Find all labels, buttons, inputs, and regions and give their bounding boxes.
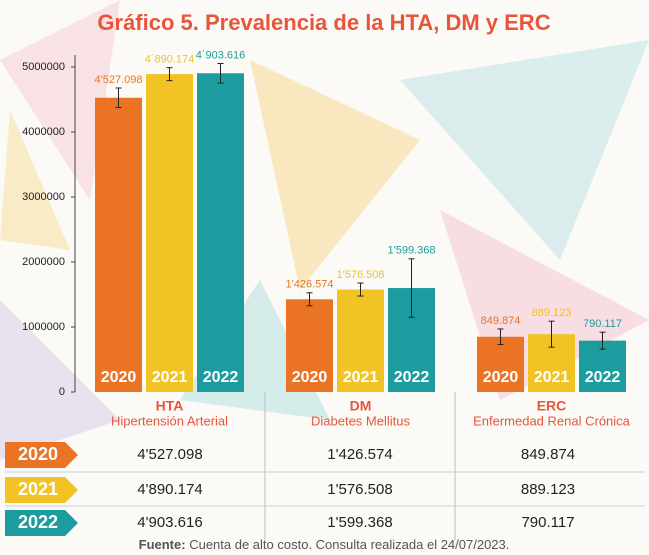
triangle bbox=[0, 300, 120, 460]
source: Fuente: Cuenta de alto costo. Consulta r… bbox=[139, 537, 510, 552]
y-tick-label: 5000000 bbox=[22, 61, 65, 73]
bar-year: 2022 bbox=[585, 369, 621, 386]
bar-year: 2020 bbox=[101, 369, 137, 386]
source-text: Cuenta de alto costo. Consulta realizada… bbox=[189, 537, 509, 552]
y-tick-label: 3000000 bbox=[22, 191, 65, 203]
value-label: 790.117 bbox=[583, 318, 622, 330]
value-label: 1'599.368 bbox=[388, 245, 436, 257]
bar bbox=[477, 336, 524, 392]
bar-year: 2021 bbox=[343, 369, 379, 386]
triangle bbox=[400, 40, 649, 260]
bar bbox=[146, 74, 193, 393]
category-label: HTA bbox=[156, 398, 184, 414]
year-tag bbox=[5, 442, 78, 468]
bar-year: 2021 bbox=[534, 369, 570, 386]
table-cell: 4'903.616 bbox=[137, 514, 202, 531]
table-cell: 4'527.098 bbox=[137, 446, 202, 463]
year-tag-label: 2021 bbox=[18, 479, 58, 499]
category-subtitle: Diabetes Mellitus bbox=[311, 413, 410, 428]
value-label: 849.874 bbox=[481, 315, 521, 327]
year-tag-label: 2020 bbox=[18, 444, 58, 464]
table-cell: 1'426.574 bbox=[327, 446, 392, 463]
table-cell: 790.117 bbox=[521, 514, 574, 531]
chart-title: Gráfico 5. Prevalencia de la HTA, DM y E… bbox=[97, 10, 550, 35]
y-tick-label: 1000000 bbox=[22, 321, 65, 333]
bar-year: 2020 bbox=[292, 369, 328, 386]
table-cell: 4'890.174 bbox=[137, 481, 202, 498]
bar bbox=[286, 299, 333, 392]
bar-year: 2020 bbox=[483, 369, 519, 386]
category-label: ERC bbox=[537, 398, 567, 414]
value-label: 889.123 bbox=[532, 307, 572, 319]
value-label: 1'426.574 bbox=[286, 279, 334, 291]
bar bbox=[95, 97, 142, 392]
category-label: DM bbox=[350, 398, 372, 414]
value-label: 1'576.508 bbox=[337, 269, 385, 281]
table-cell: 849.874 bbox=[521, 446, 575, 463]
table-cell: 1'599.368 bbox=[327, 514, 392, 531]
year-tag-label: 2022 bbox=[18, 512, 58, 532]
category-subtitle: Hipertensión Arterial bbox=[111, 413, 228, 428]
year-tag bbox=[5, 477, 78, 503]
year-tag bbox=[5, 510, 78, 536]
bar-year: 2022 bbox=[394, 369, 430, 386]
table-cell: 1'576.508 bbox=[327, 481, 392, 498]
y-tick-label: 4000000 bbox=[22, 126, 65, 138]
category-subtitle: Enfermedad Renal Crónica bbox=[473, 413, 631, 428]
triangle bbox=[0, 0, 120, 200]
bar bbox=[337, 289, 384, 392]
value-label: 4'527.098 bbox=[95, 74, 143, 86]
y-tick-label: 0 bbox=[59, 386, 65, 398]
bar-year: 2022 bbox=[203, 369, 239, 386]
y-tick-label: 2000000 bbox=[22, 256, 65, 268]
value-label: 4´903.616 bbox=[196, 49, 246, 61]
bar bbox=[197, 73, 244, 393]
value-label: 4´890.174 bbox=[145, 54, 195, 66]
triangle bbox=[0, 110, 70, 250]
triangle bbox=[250, 60, 420, 290]
table-cell: 889.123 bbox=[521, 481, 575, 498]
source-label: Fuente: bbox=[139, 537, 186, 552]
bar-year: 2021 bbox=[152, 369, 188, 386]
